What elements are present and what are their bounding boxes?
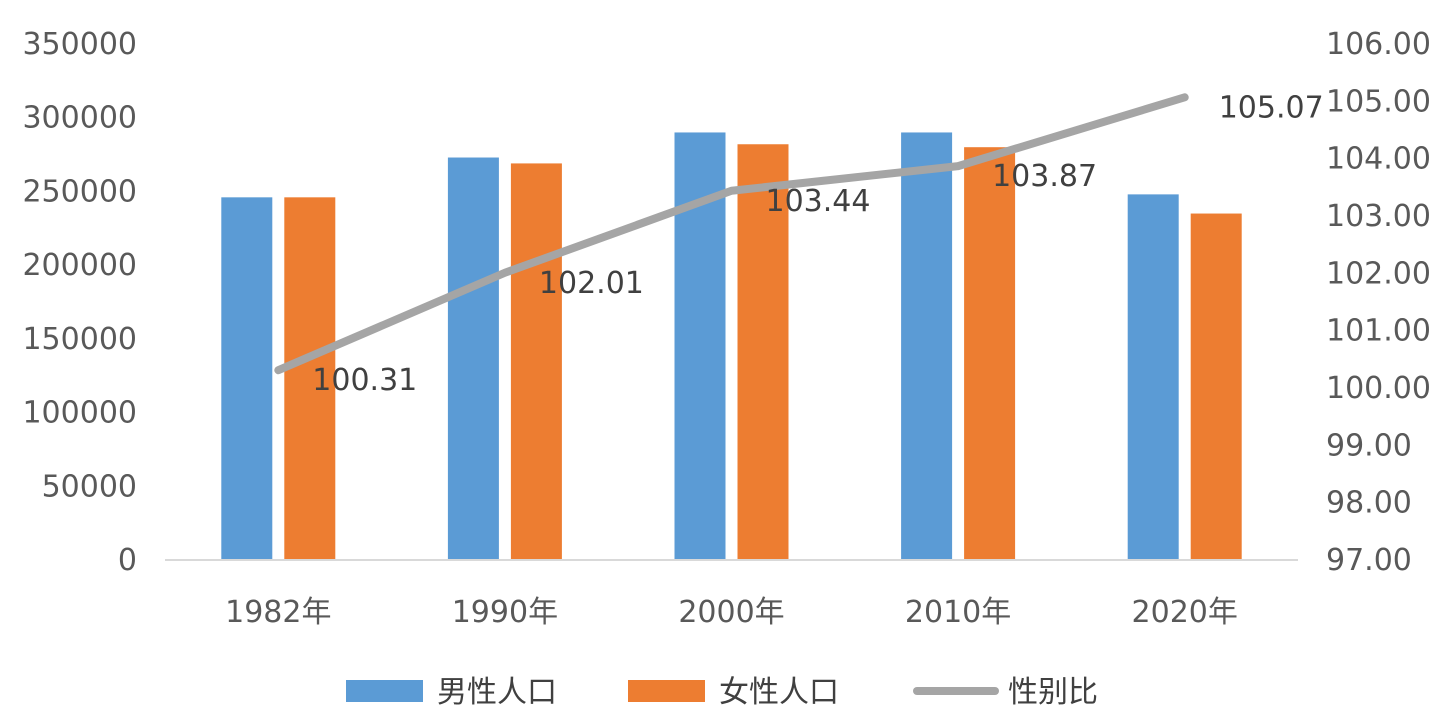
female-population-bar — [1190, 213, 1242, 561]
legend-label: 女性人口 — [719, 675, 839, 710]
left-axis-tick-label: 300000 — [22, 101, 137, 136]
right-axis-tick-label: 103.00 — [1326, 199, 1431, 234]
female-population-bar — [284, 197, 336, 560]
left-axis-tick-label: 150000 — [22, 322, 137, 357]
category-axis-ticks: 1982年 1990年 2000年 2010年 2020年 — [225, 595, 1238, 630]
legend-label: 男性人口 — [437, 675, 557, 710]
right-axis-ticks: 97.00 98.00 99.00 100.00 101.00 102.00 103.00 1… — [1326, 27, 1431, 578]
legend-label: 性别比 — [1008, 675, 1098, 710]
left-axis-ticks: 0 50000 100000 150000 200000 250000 300000 3500… — [22, 27, 137, 578]
right-axis-tick-label: 97.00 — [1326, 543, 1412, 578]
sex-ratio-data-label: 100.31 — [312, 363, 417, 398]
right-axis-tick-label: 101.00 — [1326, 314, 1431, 349]
female-population-bar — [737, 144, 789, 560]
female-population-bar — [964, 147, 1016, 560]
sex-ratio-data-label: 103.87 — [992, 159, 1097, 194]
female-population-bar — [510, 163, 562, 560]
right-axis-tick-label: 99.00 — [1326, 428, 1412, 463]
category-tick-label: 1982年 — [225, 595, 331, 630]
left-axis-tick-label: 350000 — [22, 27, 137, 62]
sex-ratio-data-label: 103.44 — [766, 184, 871, 219]
right-axis-tick-label: 102.00 — [1326, 256, 1431, 291]
left-axis-tick-label: 50000 — [42, 469, 137, 504]
right-axis-tick-label: 104.00 — [1326, 142, 1431, 177]
legend-swatch-female — [628, 680, 705, 702]
legend-swatch-male — [346, 680, 423, 702]
line-series-group — [274, 93, 1189, 375]
male-population-bar — [901, 132, 953, 560]
left-axis-tick-label: 200000 — [22, 248, 137, 283]
sex-ratio-data-label: 105.07 — [1219, 90, 1324, 125]
bar-series-group — [221, 132, 1242, 561]
right-axis-tick-label: 105.00 — [1326, 84, 1431, 119]
male-population-bar — [1127, 194, 1179, 560]
left-axis-tick-label: 100000 — [22, 396, 137, 431]
sex-ratio-data-label: 102.01 — [539, 266, 644, 301]
male-population-bar — [447, 157, 499, 560]
left-axis-tick-label: 250000 — [22, 174, 137, 209]
category-tick-label: 2020年 — [1132, 595, 1238, 630]
sex-ratio-line — [274, 93, 1189, 375]
right-axis-tick-label: 100.00 — [1326, 371, 1431, 406]
legend: 男性人口 女性人口 性别比 — [346, 675, 1098, 710]
right-axis-tick-label: 106.00 — [1326, 27, 1431, 62]
right-axis-tick-label: 98.00 — [1326, 486, 1412, 521]
male-population-bar — [221, 197, 273, 560]
category-tick-label: 1990年 — [452, 595, 558, 630]
category-tick-label: 2010年 — [905, 595, 1011, 630]
category-tick-label: 2000年 — [678, 595, 784, 630]
left-axis-tick-label: 0 — [118, 543, 137, 578]
data-labels-group: 100.31 102.01 103.44 103.87 105.07 — [312, 90, 1323, 398]
